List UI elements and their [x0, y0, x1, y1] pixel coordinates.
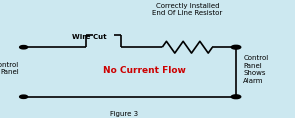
Text: Control
Panel
Shows
Alarm: Control Panel Shows Alarm: [243, 55, 269, 84]
Text: No Current Flow: No Current Flow: [103, 66, 186, 75]
Circle shape: [20, 95, 27, 98]
Text: Correctly Installed
End Of Line Resistor: Correctly Installed End Of Line Resistor: [152, 3, 222, 16]
Text: Wire Cut: Wire Cut: [72, 34, 107, 40]
Circle shape: [231, 95, 241, 99]
Text: Figure 3: Figure 3: [110, 111, 138, 117]
Circle shape: [231, 45, 241, 49]
Text: Control
Panel: Control Panel: [0, 62, 19, 75]
Circle shape: [20, 46, 27, 49]
